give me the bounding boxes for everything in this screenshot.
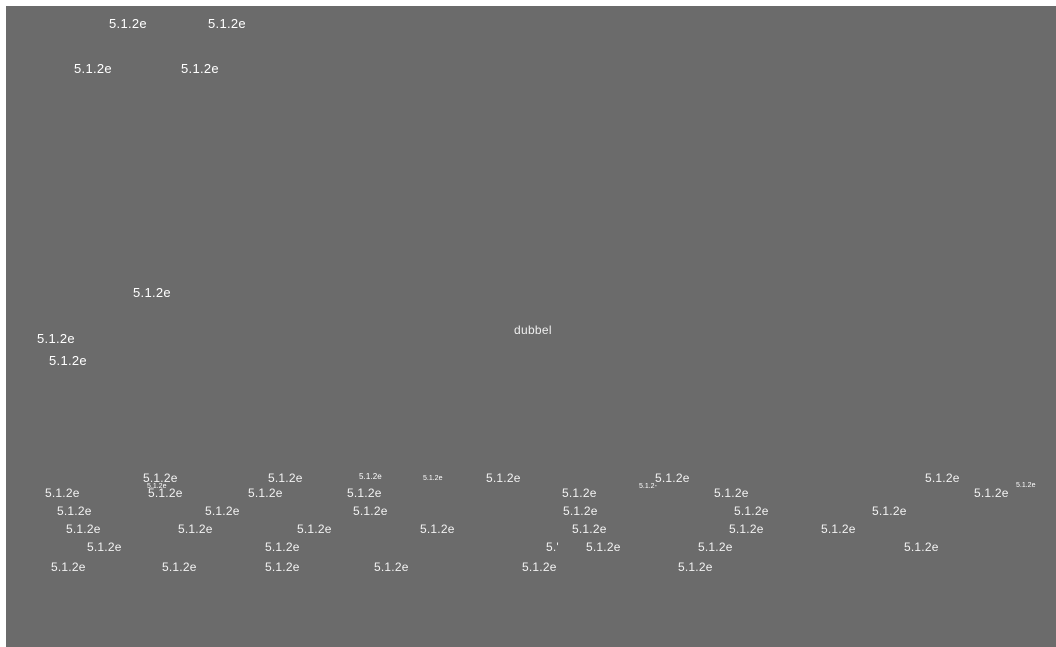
version-label[interactable]: 5.1.2e <box>714 486 749 500</box>
version-label-fragment[interactable]: 5.' <box>546 540 559 554</box>
version-label[interactable]: 5.1.2e <box>655 471 690 485</box>
version-label[interactable]: 5.1.2e <box>49 353 87 368</box>
version-label[interactable]: 5.1.2e <box>925 471 960 485</box>
version-label[interactable]: 5.1.2e <box>147 483 167 490</box>
version-label[interactable]: 5.1.2e <box>486 471 521 485</box>
version-label[interactable]: 5.1.2e <box>205 504 240 518</box>
version-label[interactable]: 5.1.2e <box>57 504 92 518</box>
version-label[interactable]: 5.1.2e <box>162 560 197 574</box>
version-label[interactable]: 5.1.2e <box>423 475 443 482</box>
version-label[interactable]: 5.1.2e <box>109 16 147 31</box>
version-label-fragment[interactable]: 5.1.2- <box>639 483 657 490</box>
version-label[interactable]: 5.1.2e <box>872 504 907 518</box>
version-label[interactable]: 5.1.2e <box>265 540 300 554</box>
version-label[interactable]: 5.1.2e <box>297 522 332 536</box>
version-label[interactable]: 5.1.2e <box>265 560 300 574</box>
version-label[interactable]: 5.1.2e <box>133 285 171 300</box>
version-label[interactable]: 5.1.2e <box>181 61 219 76</box>
version-label[interactable]: 5.1.2e <box>904 540 939 554</box>
version-label[interactable]: 5.1.2e <box>66 522 101 536</box>
version-label[interactable]: 5.1.2e <box>678 560 713 574</box>
version-label[interactable]: 5.1.2e <box>563 504 598 518</box>
version-label[interactable]: 5.1.2e <box>729 522 764 536</box>
scene-canvas[interactable]: 5.1.2e 5.1.2e 5.1.2e 5.1.2e 5.1.2e 5.1.2… <box>6 6 1056 647</box>
version-label[interactable]: 5.1.2e <box>586 540 621 554</box>
version-label[interactable]: 5.1.2e <box>572 522 607 536</box>
version-label[interactable]: 5.1.2e <box>87 540 122 554</box>
version-label[interactable]: 5.1.2e <box>420 522 455 536</box>
version-label[interactable]: 5.1.2e <box>974 486 1009 500</box>
version-label[interactable]: 5.1.2e <box>45 486 80 500</box>
version-label[interactable]: 5.1.2e <box>148 486 183 500</box>
version-label[interactable]: 5.1.2e <box>248 486 283 500</box>
version-label[interactable]: 5.1.2e <box>208 16 246 31</box>
version-label[interactable]: 5.1.2e <box>51 560 86 574</box>
version-label[interactable]: 5.1.2e <box>374 560 409 574</box>
version-label[interactable]: 5.1.2e <box>268 471 303 485</box>
version-label[interactable]: 5.1.2e <box>353 504 388 518</box>
version-label[interactable]: 5.1.2e <box>37 331 75 346</box>
version-label[interactable]: 5.1.2e <box>734 504 769 518</box>
version-label[interactable]: 5.1.2e <box>562 486 597 500</box>
version-label[interactable]: 5.1.2e <box>359 472 382 481</box>
version-label[interactable]: 5.1.2e <box>698 540 733 554</box>
version-label[interactable]: 5.1.2e <box>1016 482 1036 489</box>
dubbel-label[interactable]: dubbel <box>514 323 552 337</box>
version-label[interactable]: 5.1.2e <box>522 560 557 574</box>
version-label[interactable]: 5.1.2e <box>178 522 213 536</box>
version-label[interactable]: 5.1.2e <box>347 486 382 500</box>
version-label[interactable]: 5.1.2e <box>143 471 178 485</box>
version-label[interactable]: 5.1.2e <box>74 61 112 76</box>
version-label[interactable]: 5.1.2e <box>821 522 856 536</box>
